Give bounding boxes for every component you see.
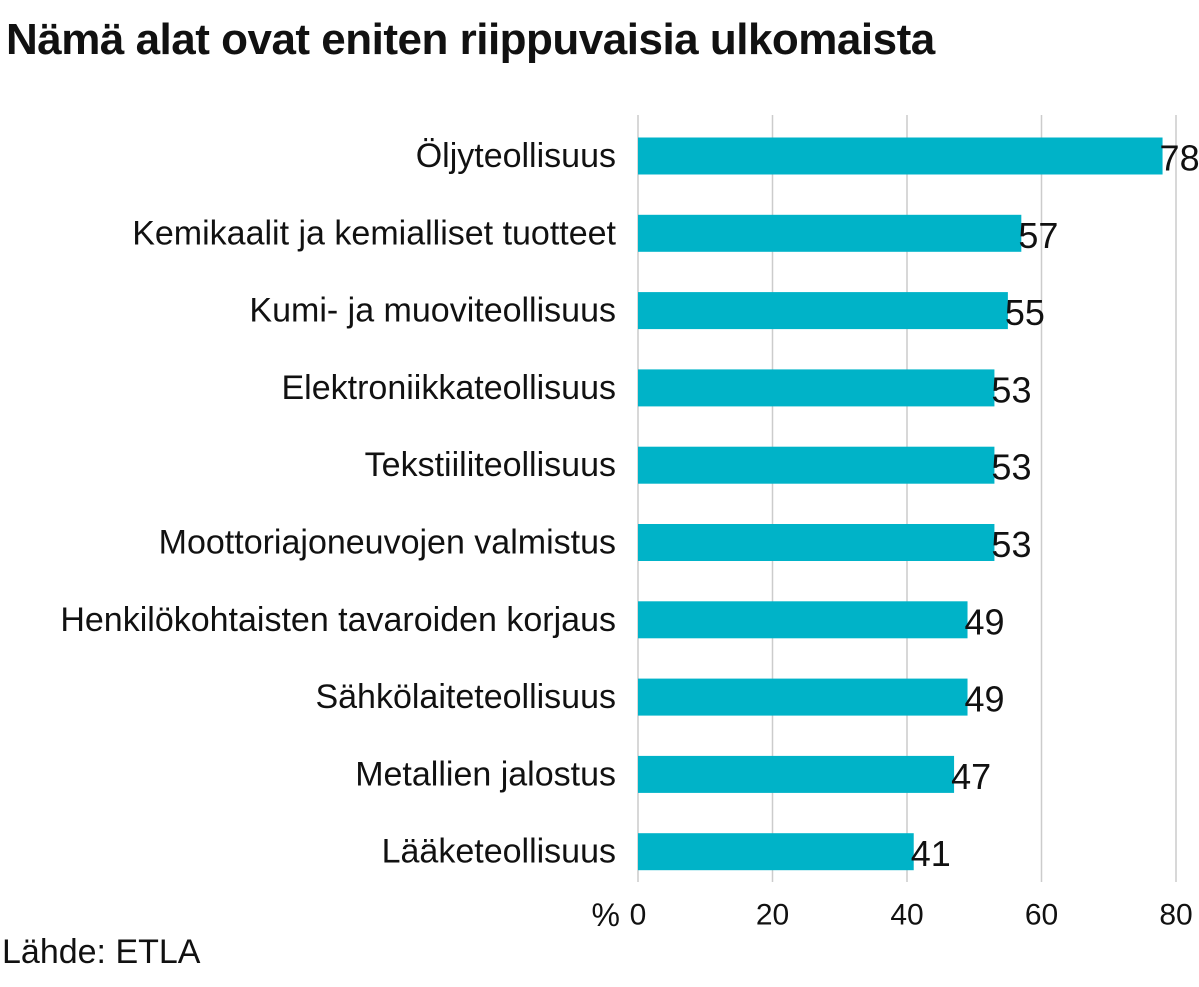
data-label: 47 xyxy=(951,756,991,797)
data-label: 49 xyxy=(965,679,1005,720)
data-label: 53 xyxy=(991,524,1031,565)
bar xyxy=(638,678,968,716)
x-axis: 0 20 40 60 80% xyxy=(592,897,1193,933)
data-label: 41 xyxy=(911,833,951,874)
category-label: Sähkölaiteteollisuus xyxy=(315,678,616,716)
x-tick-label: 60 xyxy=(1025,899,1058,932)
category-label: Moottoriajoneuvojen valmistus xyxy=(159,524,616,562)
category-label: Kumi- ja muoviteollisuus xyxy=(249,292,616,330)
category-label: Henkilökohtaisten tavaroiden korjaus xyxy=(60,601,616,639)
data-label: 49 xyxy=(965,601,1005,642)
category-label: Metallien jalostus xyxy=(355,755,616,793)
category-label: Öljyteollisuus xyxy=(416,137,616,175)
bar xyxy=(638,601,968,639)
x-tick-label: 80 xyxy=(1159,899,1192,932)
category-label: Kemikaalit ja kemialliset tuotteet xyxy=(132,214,616,252)
bar xyxy=(638,214,1022,252)
category-labels: Öljyteollisuus Kemikaalit ja kemialliset … xyxy=(60,137,616,871)
x-axis-unit-label: % xyxy=(592,897,620,933)
category-label: Elektroniikkateollisuus xyxy=(282,369,617,407)
bar xyxy=(638,137,1163,175)
category-label: Tekstiiliteollisuus xyxy=(365,446,616,484)
bar xyxy=(638,833,914,871)
chart-title: Nämä alat ovat eniten riippuvaisia ulkom… xyxy=(6,15,935,64)
x-tick-label: 40 xyxy=(890,899,923,932)
bars xyxy=(638,137,1163,871)
data-label: 55 xyxy=(1005,292,1045,333)
data-label: 57 xyxy=(1018,215,1058,256)
bar xyxy=(638,755,955,793)
bar xyxy=(638,369,995,407)
source-note: Lähde: ETLA xyxy=(2,933,201,971)
bar xyxy=(638,524,995,561)
x-tick-label: 20 xyxy=(756,899,789,932)
data-label: 78 xyxy=(1160,138,1199,179)
category-label: Lääketeollisuus xyxy=(382,833,616,871)
data-label: 53 xyxy=(991,447,1031,488)
bar xyxy=(638,446,995,484)
bar xyxy=(638,292,1008,330)
x-tick-label: 0 xyxy=(630,899,647,932)
data-label: 53 xyxy=(991,369,1031,410)
